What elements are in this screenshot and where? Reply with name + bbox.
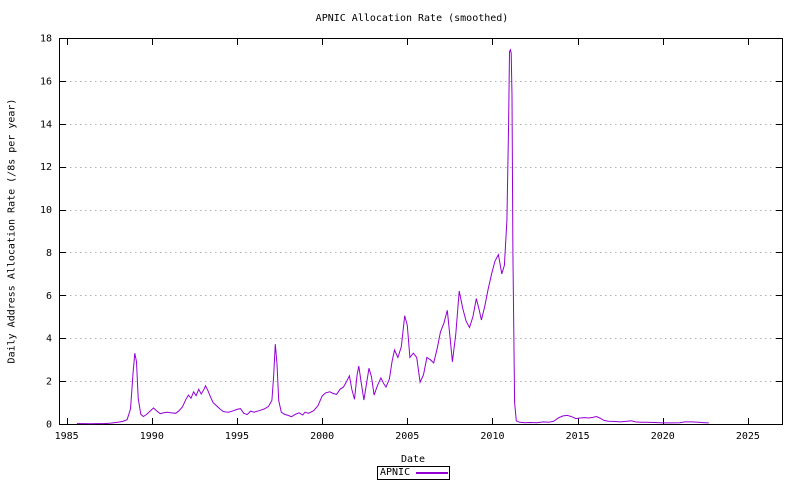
- y-axis-label: Daily Address Allocation Rate (/8s per y…: [6, 98, 18, 364]
- x-tick-label-2015: 2015: [566, 431, 590, 442]
- y-tick-label-10: 10: [40, 205, 52, 216]
- x-tick-label-2020: 2020: [651, 431, 675, 442]
- y-tick-label-8: 8: [46, 248, 52, 259]
- legend-line-sample-icon: [416, 472, 449, 474]
- y-tick-label-14: 14: [40, 119, 52, 130]
- series-line-apnic: [76, 48, 709, 425]
- y-tick-label-18: 18: [40, 34, 52, 45]
- y-tick-label-0: 0: [46, 420, 52, 431]
- y-tick-label-4: 4: [46, 334, 52, 345]
- legend: APNIC: [377, 466, 450, 480]
- y-tick-label-6: 6: [46, 291, 52, 302]
- legend-label-apnic: APNIC: [380, 467, 411, 478]
- y-tick-label-2: 2: [46, 377, 52, 388]
- y-tick-label-12: 12: [40, 162, 52, 173]
- x-axis-label: Date: [400, 454, 426, 465]
- x-tick-label-2025: 2025: [736, 431, 760, 442]
- x-tick-label-1995: 1995: [225, 431, 249, 442]
- x-tick-label-1990: 1990: [140, 431, 164, 442]
- x-tick-label-1985: 1985: [55, 431, 79, 442]
- x-tick-label-2005: 2005: [395, 431, 419, 442]
- plot-frame: [59, 38, 783, 425]
- y-tick-label-16: 16: [40, 76, 52, 87]
- x-tick-label-2010: 2010: [480, 431, 504, 442]
- x-tick-label-2000: 2000: [310, 431, 334, 442]
- chart-title: APNIC Allocation Rate (smoothed): [315, 13, 509, 24]
